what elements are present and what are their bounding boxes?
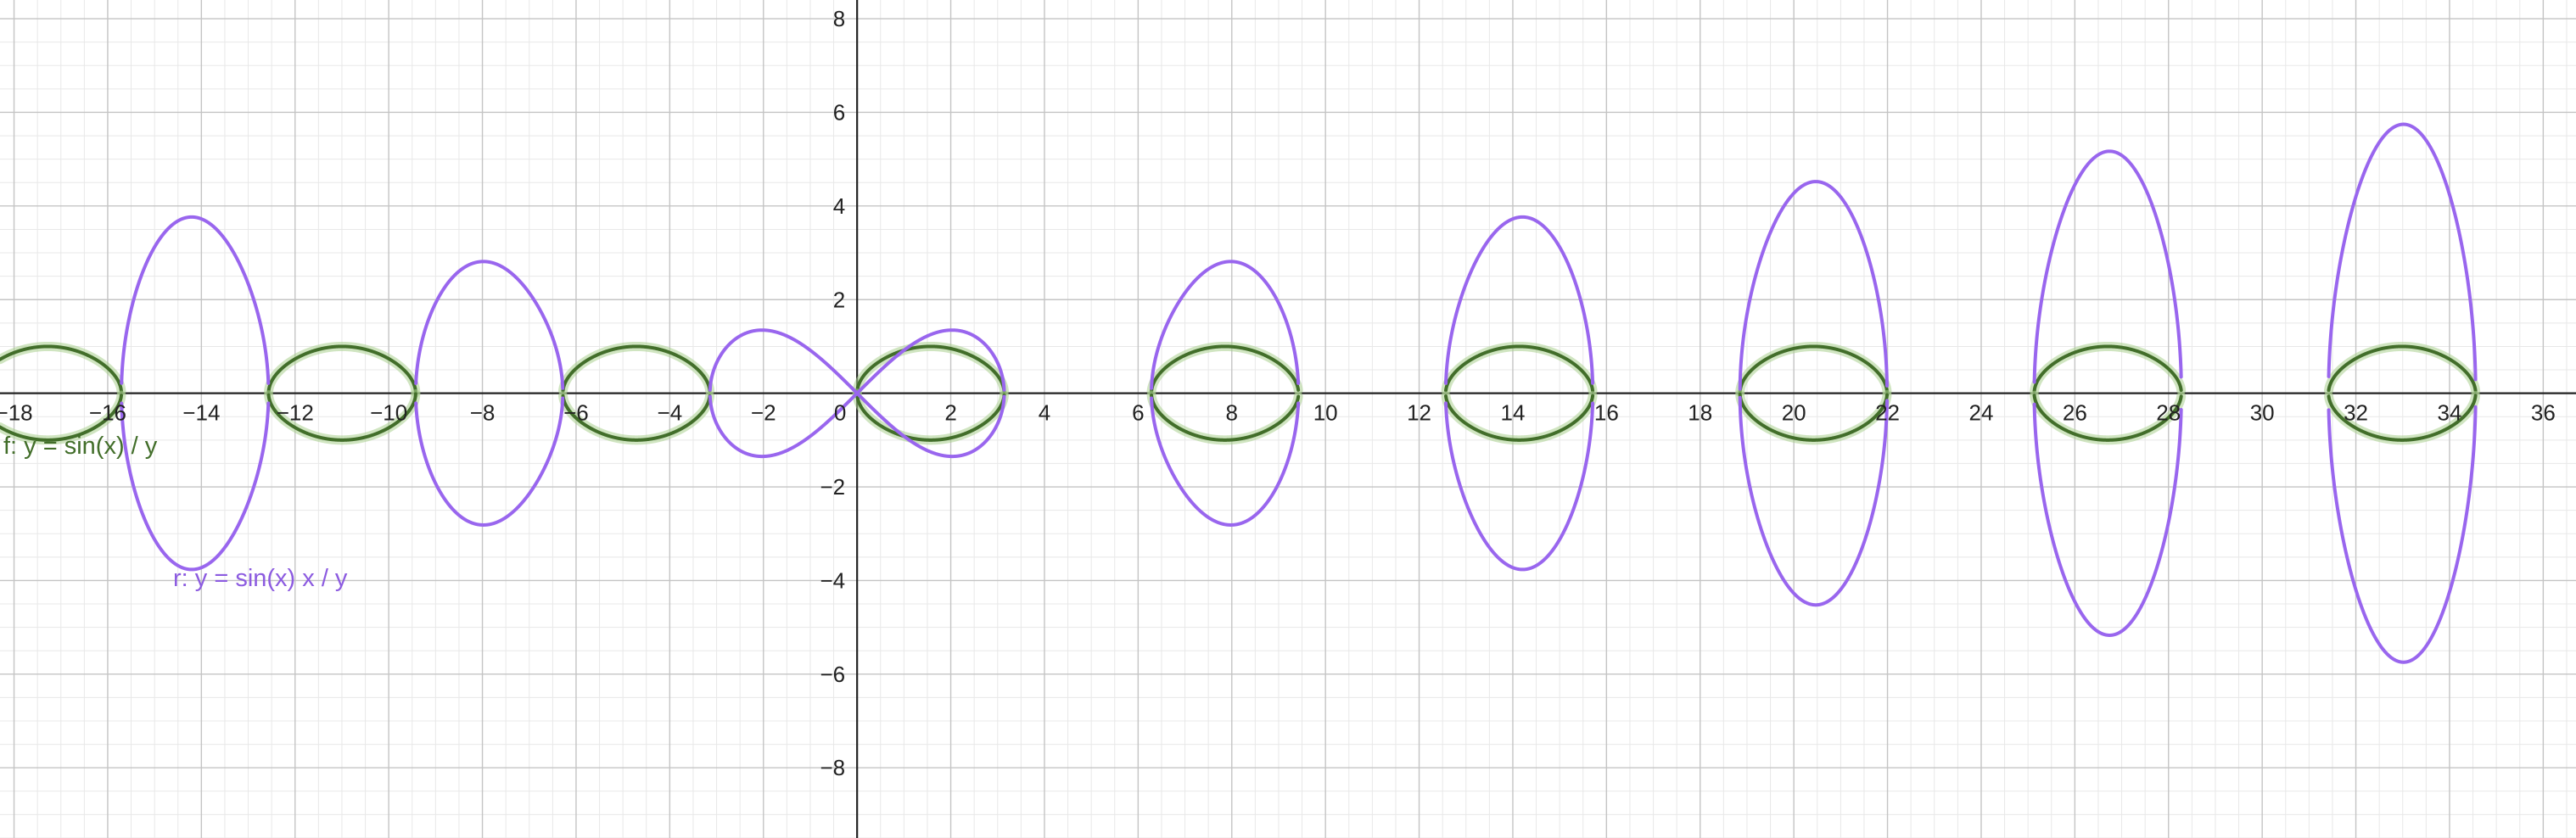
curve-r-branch bbox=[120, 401, 271, 572]
x-tick-label: −14 bbox=[182, 400, 220, 426]
curve-f-branch bbox=[2327, 394, 2478, 442]
curve-r-branch bbox=[2032, 402, 2183, 637]
x-tick-label: 10 bbox=[1313, 400, 1338, 426]
curve-f-branch bbox=[1738, 392, 1890, 442]
curve-f-branch bbox=[1444, 344, 1595, 393]
x-tick-label: 18 bbox=[1688, 400, 1712, 426]
x-tick-label: −4 bbox=[658, 400, 683, 426]
x-tick-label: 14 bbox=[1500, 400, 1525, 426]
curve-r-branch bbox=[2327, 405, 2478, 664]
curve-label-f: f: y = sin(x) / y bbox=[3, 433, 158, 460]
x-tick-label: 28 bbox=[2156, 400, 2181, 426]
x-tick-label: −2 bbox=[751, 400, 776, 426]
x-tick-label: 36 bbox=[2531, 400, 2556, 426]
curve-f-branch bbox=[855, 344, 1006, 395]
curve-f-branch bbox=[2327, 344, 2478, 393]
curve-f-branch bbox=[266, 344, 417, 394]
y-tick-label: 4 bbox=[833, 193, 845, 219]
x-tick-label: 6 bbox=[1132, 400, 1144, 426]
tick-labels: −18 −16 −14 −12 −10 −8 −6 −4 −2 0 2 4 6 8 10 12 14 16 18 20… bbox=[0, 6, 2556, 780]
x-tick-label: 30 bbox=[2250, 400, 2275, 426]
curve-r-branch bbox=[2032, 149, 2183, 384]
curve-f-halo bbox=[558, 341, 715, 396]
curve-f-halo bbox=[2324, 341, 2481, 396]
curve-f-branch bbox=[0, 394, 123, 442]
x-tick-label: −6 bbox=[563, 400, 589, 426]
curve-f-halo bbox=[1735, 341, 1892, 397]
y-tick-label: −6 bbox=[820, 662, 846, 687]
curve-r-branch bbox=[1738, 180, 1890, 391]
x-tick-label: 22 bbox=[1875, 400, 1900, 426]
y-tick-label: 8 bbox=[833, 6, 845, 31]
y-tick-label: 6 bbox=[833, 99, 845, 125]
curve-r-branch bbox=[414, 260, 565, 390]
curve-f-halo bbox=[2030, 341, 2187, 396]
curve-f-halo bbox=[1146, 341, 1303, 396]
y-tick-label: −4 bbox=[820, 567, 846, 593]
curve-r-branch bbox=[120, 215, 271, 385]
curve-label-r: r: y = sin(x) x / y bbox=[173, 565, 348, 592]
x-tick-label: 26 bbox=[2063, 400, 2087, 426]
curve-r-branch bbox=[414, 396, 565, 527]
y-tick-label: −2 bbox=[820, 474, 846, 500]
y-tick-label: −8 bbox=[820, 755, 846, 780]
curve-f-branch bbox=[2032, 344, 2183, 394]
curve-f-halo bbox=[1735, 389, 1892, 445]
curve-r-branch bbox=[1150, 396, 1301, 527]
curve-r-branch bbox=[1150, 260, 1301, 390]
curve-f-branch bbox=[2032, 394, 2183, 442]
curve-f-branch bbox=[561, 394, 712, 442]
curve-f-branch bbox=[561, 344, 712, 393]
curve-r-branch bbox=[2327, 122, 2478, 382]
x-tick-label: −18 bbox=[0, 400, 33, 426]
x-tick-label: −8 bbox=[470, 400, 496, 426]
curve-f-branch bbox=[1150, 393, 1301, 442]
curve-f-branch bbox=[266, 392, 417, 442]
x-tick-label: 16 bbox=[1594, 400, 1619, 426]
y-tick-label: 2 bbox=[833, 287, 845, 312]
curve-r-branch bbox=[708, 390, 1006, 459]
x-tick-label: 20 bbox=[1782, 400, 1806, 426]
x-tick-label: −10 bbox=[370, 400, 407, 426]
x-tick-label: 32 bbox=[2344, 400, 2368, 426]
x-tick-label: 12 bbox=[1407, 400, 1431, 426]
x-tick-label: −12 bbox=[277, 400, 314, 426]
curve-f-branch bbox=[1444, 394, 1595, 442]
x-tick-label: −16 bbox=[89, 400, 126, 426]
curve-f-halo bbox=[1441, 341, 1598, 396]
x-tick-label: 4 bbox=[1039, 400, 1050, 426]
x-tick-label: 0 bbox=[834, 400, 846, 426]
curve-r-branch bbox=[1444, 401, 1595, 572]
curve-f-branch bbox=[1150, 344, 1301, 394]
curve-f-branch bbox=[0, 344, 123, 394]
x-tick-label: 24 bbox=[1968, 400, 1993, 426]
curves bbox=[0, 122, 2481, 664]
curve-r-branch bbox=[1444, 215, 1595, 385]
x-tick-label: 34 bbox=[2437, 400, 2461, 426]
curve-r-branch bbox=[1738, 395, 1890, 607]
x-tick-label: 8 bbox=[1226, 400, 1238, 426]
curve-f-branch bbox=[1738, 344, 1890, 394]
curve-f-branch bbox=[855, 391, 1006, 442]
x-tick-label: 2 bbox=[944, 400, 956, 426]
